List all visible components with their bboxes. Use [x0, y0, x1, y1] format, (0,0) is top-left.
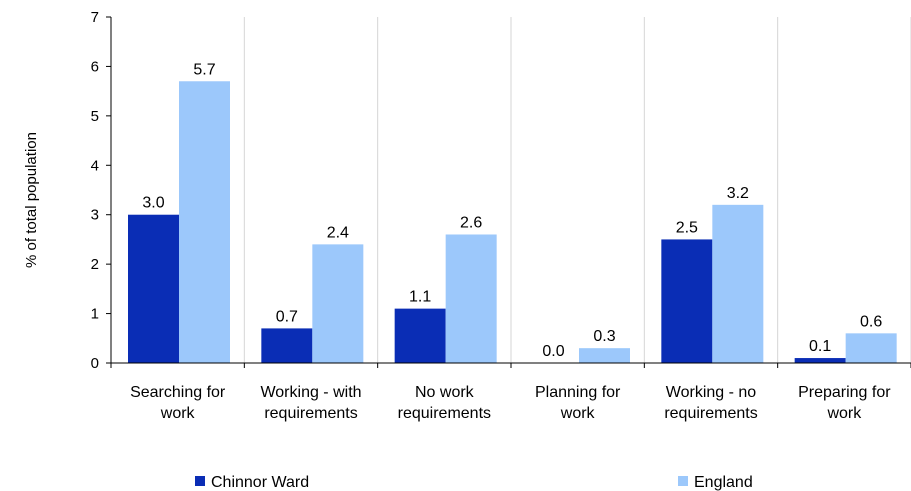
- data-label: 0.6: [860, 313, 882, 330]
- bar-1-5: [845, 333, 897, 363]
- labels: 3.0 0.7 1.1 0.0 2.5 0.1 5.7 2.4 2.6 0.3 3.2 0.6 Sear…: [130, 61, 891, 422]
- y-tick-label: 5: [91, 108, 99, 125]
- data-label: 2.5: [676, 219, 698, 236]
- legend-label: Chinnor Ward: [211, 474, 309, 491]
- x-category-label: Planning for: [535, 384, 621, 401]
- legend: Chinnor Ward England: [195, 474, 753, 491]
- bar-1-3: [579, 348, 630, 363]
- bar-0-4: [661, 239, 713, 363]
- y-tick-label: 1: [91, 306, 99, 323]
- legend-label: England: [694, 474, 753, 491]
- y-tick-label: 4: [91, 157, 99, 174]
- data-label: 0.0: [542, 343, 564, 360]
- y-tick-label: 7: [91, 9, 99, 26]
- x-category-label: Working - no: [666, 384, 757, 401]
- x-category-label: requirements: [264, 405, 357, 422]
- bar-0-2: [394, 308, 446, 363]
- bar-1-4: [712, 204, 764, 363]
- data-label: 0.3: [593, 328, 615, 345]
- bar-0-0: [128, 214, 179, 363]
- data-label: 3.2: [727, 185, 749, 202]
- data-label: 2.6: [460, 214, 482, 231]
- data-label: 3.0: [142, 195, 164, 212]
- y-tick-label: 0: [91, 355, 99, 372]
- x-category-label: requirements: [664, 405, 757, 422]
- y-tick-label: 2: [91, 256, 99, 273]
- x-category-label: requirements: [398, 405, 491, 422]
- bar-1-1: [312, 244, 364, 363]
- bar-1-0: [179, 81, 230, 363]
- data-label: 2.4: [327, 224, 349, 241]
- x-category-label: work: [160, 405, 196, 422]
- x-category-label: work: [826, 405, 862, 422]
- axes: 0 1 2 3 4 5 6 7: [91, 9, 911, 372]
- legend-swatch: [678, 476, 688, 486]
- bar-0-5: [794, 358, 846, 363]
- bar-1-2: [445, 234, 497, 363]
- y-tick-label: 6: [91, 58, 99, 75]
- grid-lines: [243, 17, 911, 363]
- bar-0-1: [261, 328, 313, 363]
- data-label: 5.7: [193, 61, 215, 78]
- x-category-label: work: [560, 405, 596, 422]
- x-category-label: Preparing for: [798, 384, 891, 401]
- y-tick-label: 3: [91, 207, 99, 224]
- data-label: 0.1: [809, 338, 831, 355]
- x-category-label: Searching for: [130, 384, 226, 401]
- legend-swatch: [195, 476, 205, 486]
- x-category-label: No work: [415, 384, 475, 401]
- bars: [128, 81, 897, 363]
- data-label: 0.7: [276, 308, 298, 325]
- y-axis-title: % of total population: [23, 132, 40, 268]
- x-category-label: Working - with: [260, 384, 361, 401]
- data-label: 1.1: [409, 289, 431, 306]
